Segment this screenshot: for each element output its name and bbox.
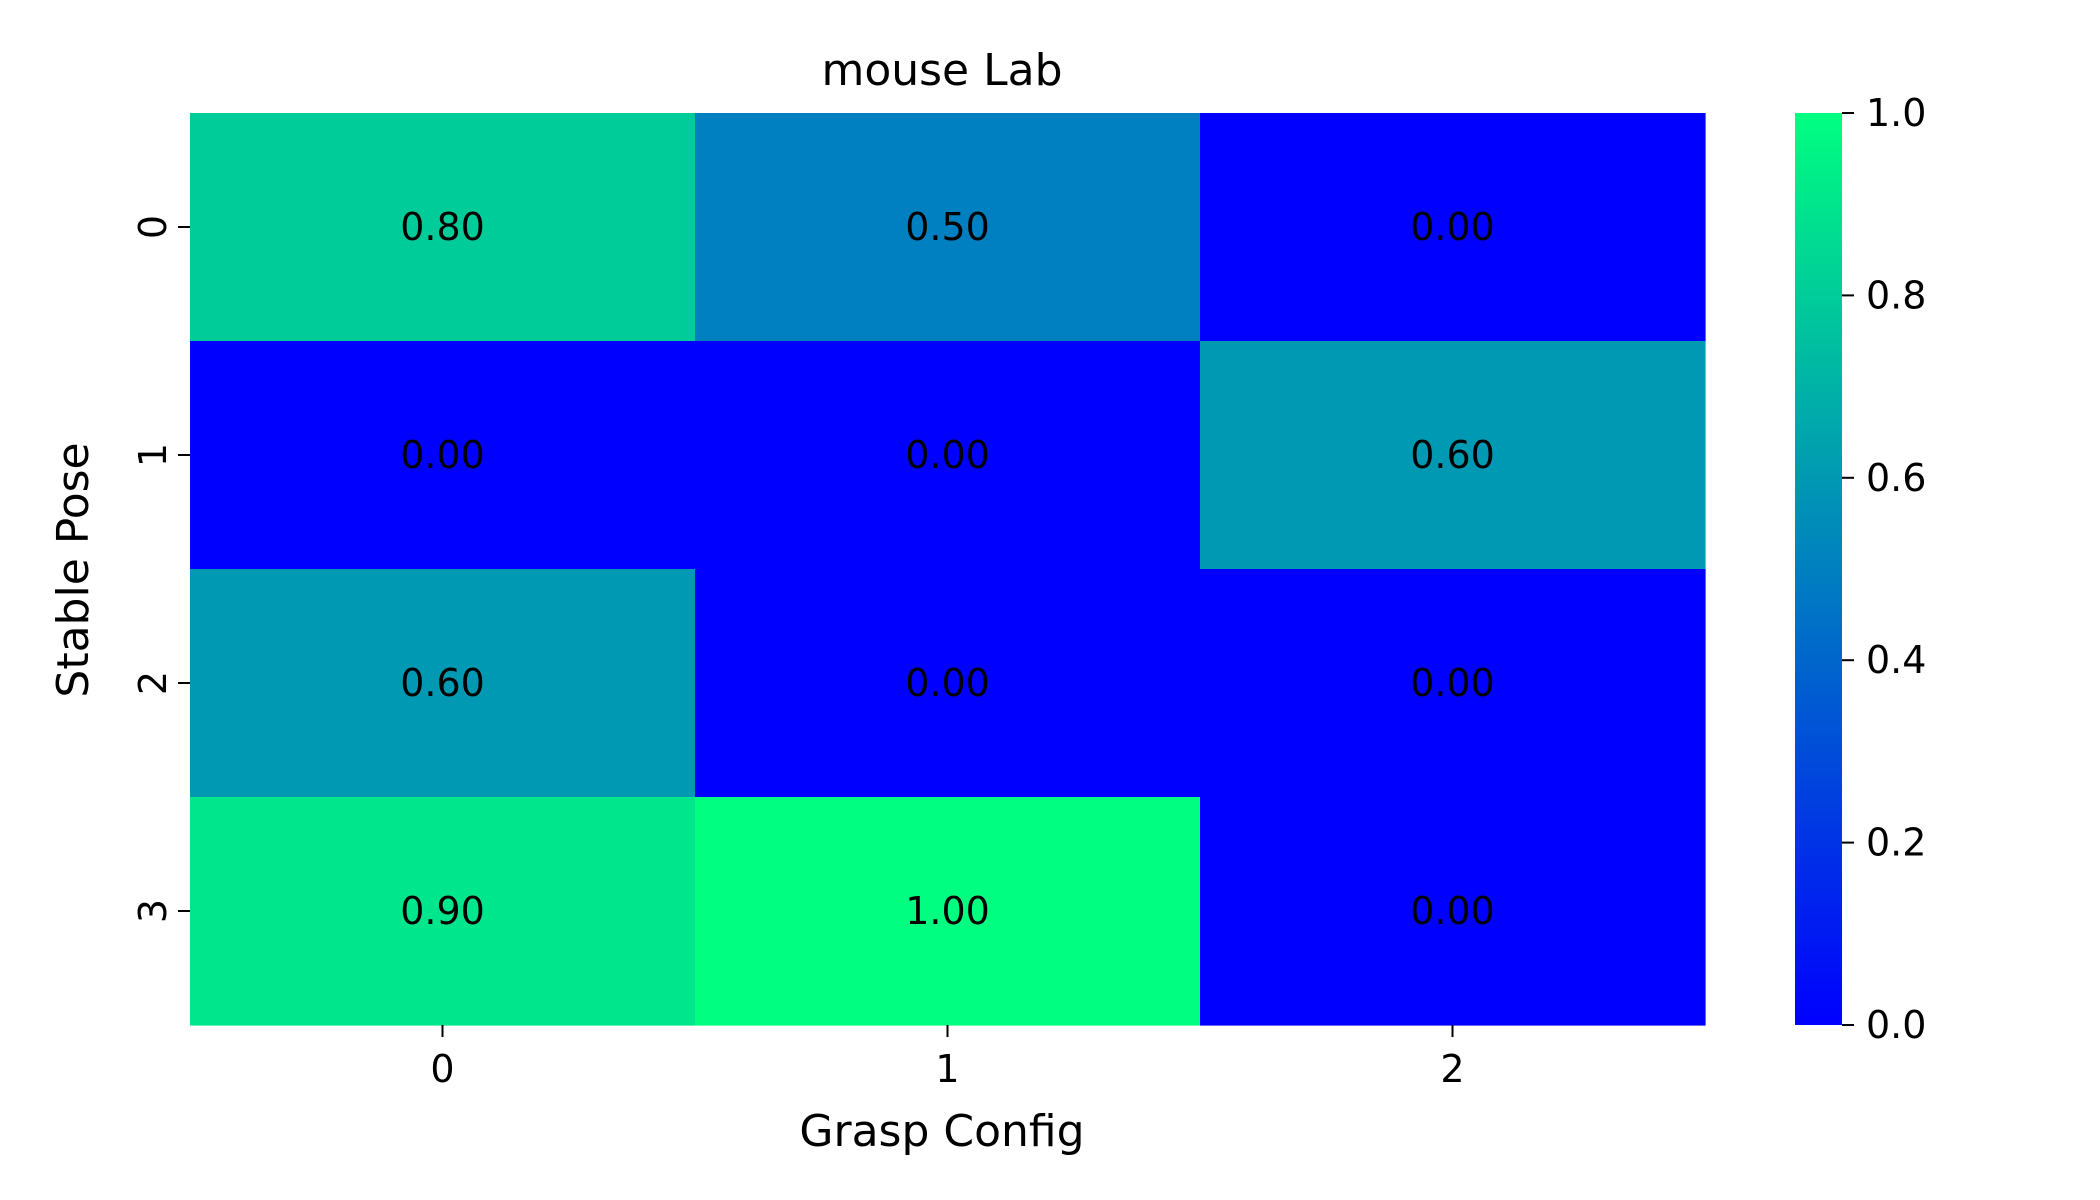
heatmap-cell-r1-c0 — [190, 341, 696, 570]
colorbar-tick-label-3: 0.6 — [1866, 456, 1926, 500]
cell-value-label-r2-c0: 0.60 — [400, 661, 485, 705]
colorbar-tick-label-0: 0.0 — [1866, 1003, 1926, 1047]
heatmap-cell-r1-c2 — [1200, 341, 1706, 570]
cell-value-label-r1-c2: 0.60 — [1410, 433, 1495, 477]
y-axis-label: Stable Pose — [48, 442, 99, 697]
cell-value-label-r3-c1: 1.00 — [905, 889, 990, 933]
heatmap-cell-r1-c1 — [695, 341, 1201, 570]
x-tick-label-0: 0 — [430, 1047, 454, 1091]
x-tick-label-2: 2 — [1440, 1047, 1464, 1091]
colorbar-tick-label-2: 0.4 — [1866, 638, 1926, 682]
heatmap-cell-r2-c1 — [695, 569, 1201, 798]
heatmap-cell-labels: 0.80 0.50 0.00 0.00 0.00 0.60 0.60 0.00 0.00 0.90… — [400, 205, 1495, 933]
colorbar — [1795, 113, 1842, 1025]
heatmap-cell-r0-c0 — [190, 113, 696, 342]
y-tick-label-2: 2 — [131, 671, 175, 695]
cell-value-label-r0-c2: 0.00 — [1410, 205, 1495, 249]
heatmap-cell-r0-c1 — [695, 113, 1201, 342]
colorbar-tick-label-4: 0.8 — [1866, 273, 1926, 317]
heatmap-cells — [190, 113, 1706, 1026]
cell-value-label-r1-c1: 0.00 — [905, 433, 990, 477]
cell-value-label-r0-c0: 0.80 — [400, 205, 485, 249]
y-tick-label-1: 1 — [131, 443, 175, 467]
cell-value-label-r1-c0: 0.00 — [400, 433, 485, 477]
cell-value-label-r2-c1: 0.00 — [905, 661, 990, 705]
y-tick-label-3: 3 — [131, 899, 175, 923]
x-tick-label-1: 1 — [935, 1047, 959, 1091]
cell-value-label-r3-c2: 0.00 — [1410, 889, 1495, 933]
heatmap-cell-r3-c1 — [695, 797, 1201, 1026]
y-tick-label-0: 0 — [131, 215, 175, 239]
colorbar-ticks: 0.0 0.2 0.4 0.6 0.8 1.0 — [1842, 91, 1926, 1047]
cell-value-label-r0-c1: 0.50 — [905, 205, 990, 249]
colorbar-tick-label-1: 0.2 — [1866, 821, 1926, 865]
heatmap-cell-r2-c2 — [1200, 569, 1706, 798]
cell-value-label-r3-c0: 0.90 — [400, 889, 485, 933]
heatmap-cell-r0-c2 — [1200, 113, 1706, 342]
colorbar-tick-label-5: 1.0 — [1866, 91, 1926, 135]
heatmap-cell-r2-c0 — [190, 569, 696, 798]
heatmap-cell-r3-c0 — [190, 797, 696, 1026]
x-axis-label: Grasp Config — [799, 1106, 1084, 1157]
x-axis-ticks: 0 1 2 — [430, 1025, 1465, 1091]
heatmap-cell-r3-c2 — [1200, 797, 1706, 1026]
cell-value-label-r2-c2: 0.00 — [1410, 661, 1495, 705]
y-axis-ticks: 0 1 2 3 — [131, 215, 190, 923]
chart-title: mouse Lab — [821, 45, 1062, 96]
